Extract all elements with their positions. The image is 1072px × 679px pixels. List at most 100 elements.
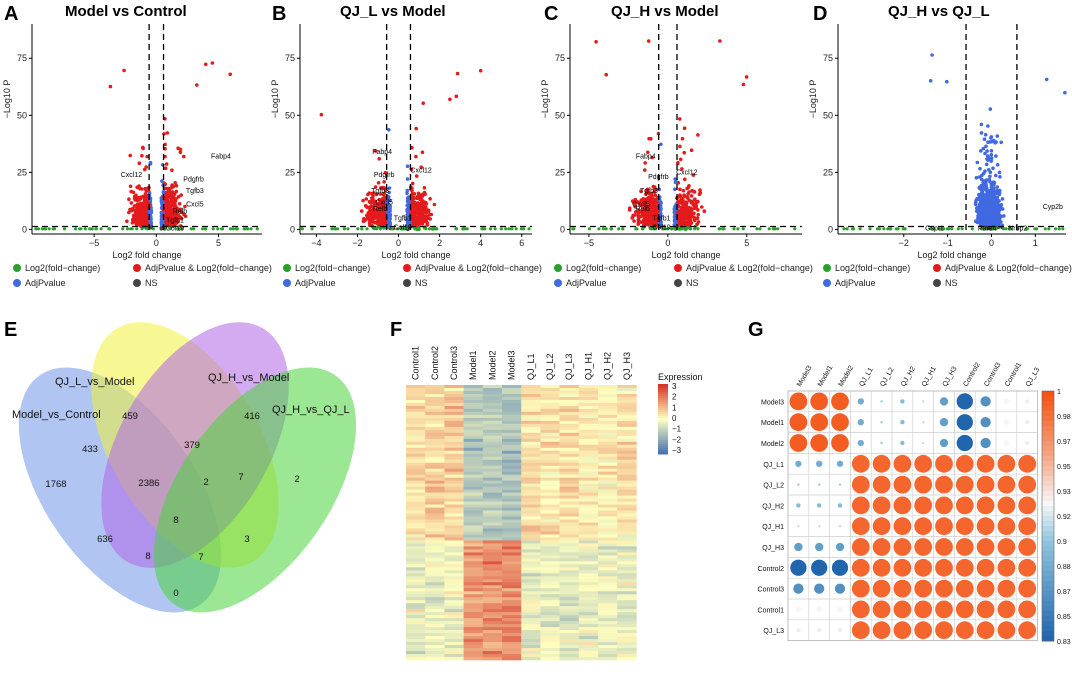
volcano-point: [989, 136, 993, 140]
correlation-circle: [1018, 454, 1037, 473]
heatmap-cell: [578, 564, 599, 568]
volcano-point: [137, 161, 142, 165]
heatmap-cell: [406, 399, 426, 404]
heatmap-cell: [559, 510, 580, 514]
heatmap-cell: [521, 615, 541, 619]
heatmap-cell: [598, 573, 618, 577]
x-axis-label: Log2 fold change: [112, 250, 181, 260]
volcano-point: [405, 188, 410, 193]
heatmap-cell: [444, 555, 464, 559]
matrix-column-label: QJ_H2: [900, 366, 917, 388]
x-tick-label: 6: [519, 238, 524, 248]
heatmap-cell: [463, 531, 484, 535]
heatmap-cell: [444, 393, 464, 398]
heatmap-cell: [444, 507, 464, 511]
heatmap-cell: [578, 609, 599, 613]
matrix-row-label: QJ_L2: [763, 483, 784, 490]
heatmap-cell: [540, 561, 560, 565]
volcano-point: [982, 137, 987, 141]
volcano-point: [378, 227, 382, 231]
volcano-point: [379, 219, 383, 223]
heatmap-cell: [502, 630, 522, 634]
volcano-point: [685, 186, 689, 191]
heatmap-cell: [463, 420, 484, 425]
volcano-point: [179, 216, 184, 221]
volcano-point: [149, 216, 153, 221]
volcano-point: [975, 209, 979, 213]
correlation-circle: [831, 559, 849, 576]
volcano-point: [991, 166, 995, 170]
heatmap-cell: [540, 567, 560, 571]
heatmap-cell: [444, 456, 464, 461]
volcano-point: [999, 203, 1004, 207]
gene-label: Tgfb3: [186, 188, 204, 195]
heatmap-cell: [598, 567, 618, 571]
volcano-point: [684, 207, 688, 212]
heatmap-cell: [521, 462, 541, 467]
volcano-point: [678, 199, 683, 204]
volcano-point: [643, 161, 647, 165]
volcano-point: [361, 198, 365, 203]
heatmap-cell: [521, 585, 541, 589]
panel-letter-c: C: [544, 3, 558, 25]
heatmap-cell: [406, 606, 426, 610]
heatmap-cell: [463, 630, 484, 634]
heatmap-cell: [406, 385, 426, 389]
heatmap-cell: [578, 642, 599, 646]
heatmap-cell: [617, 477, 637, 481]
heatmap-cell: [559, 480, 580, 484]
heatmap-cell: [521, 549, 541, 553]
heatmap-cell: [540, 516, 560, 520]
volcano-point: [488, 227, 493, 231]
volcano-point: [882, 227, 886, 231]
legend-label-both: AdjPvalue & Log2(fold−change): [686, 263, 813, 273]
colorbar-tick-label: 2: [672, 393, 677, 402]
heatmap-cell: [463, 402, 484, 407]
correlation-circle: [810, 392, 829, 411]
heatmap-cell: [617, 405, 637, 410]
heatmap-cell: [502, 447, 522, 452]
correlation-circle: [921, 441, 925, 445]
heatmap-cell: [598, 645, 618, 649]
heatmap-cell: [598, 639, 618, 643]
correlation-circle: [817, 483, 821, 486]
heatmap-cell: [502, 444, 522, 449]
corr-colorbar-segment: [1042, 396, 1054, 402]
volcano-point: [960, 227, 964, 231]
heatmap-cell: [463, 477, 484, 481]
corr-colorbar-segment: [1042, 511, 1054, 517]
heatmap-cell: [617, 621, 637, 625]
heatmap-cell: [425, 627, 445, 631]
heatmap-cell: [578, 408, 599, 413]
heatmap-cell: [521, 639, 541, 643]
volcano-point: [982, 221, 987, 225]
heatmap-cell: [521, 555, 541, 559]
corr-colorbar-segment: [1042, 566, 1054, 572]
x-axis-label: Log2 fold change: [381, 250, 450, 260]
heatmap-cell: [444, 627, 464, 631]
heatmap-cell: [559, 435, 580, 440]
heatmap-cell: [425, 519, 445, 523]
heatmap-cell: [482, 591, 503, 595]
volcano-point: [220, 227, 225, 231]
heatmap-cell: [617, 513, 637, 517]
heatmap-cell: [444, 453, 464, 458]
heatmap-cell: [521, 594, 541, 598]
correlation-circle: [939, 418, 949, 427]
heatmap-cell: [502, 471, 522, 475]
heatmap-cell: [463, 426, 484, 431]
volcano-point: [689, 227, 693, 231]
volcano-point: [994, 173, 998, 178]
heatmap-cell: [444, 567, 464, 571]
volcano-point: [369, 212, 374, 216]
volcano-point: [167, 222, 172, 227]
heatmap-cell: [482, 594, 503, 598]
volcano-point: [1043, 227, 1047, 231]
heatmap-cell: [617, 474, 637, 478]
heatmap-cell: [598, 411, 618, 416]
volcano-point: [382, 214, 386, 219]
heatmap-cell: [463, 471, 484, 475]
heatmap-cell: [425, 534, 445, 538]
heatmap-cell: [617, 627, 637, 631]
heatmap-cell: [463, 438, 484, 443]
